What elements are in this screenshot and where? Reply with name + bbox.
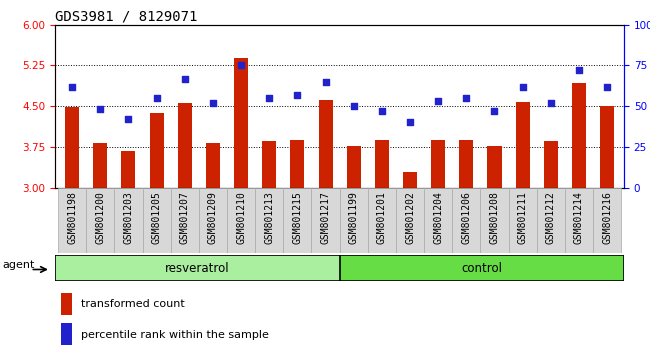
Point [602,84,612,90]
Bar [171,188,199,253]
Bar [403,172,417,188]
Text: GDS3981 / 8129071: GDS3981 / 8129071 [55,10,198,24]
Bar [150,113,164,188]
Point [67,84,77,90]
Point [574,68,584,73]
Bar [199,188,227,253]
Text: percentile rank within the sample: percentile rank within the sample [81,330,268,339]
Point [348,103,359,109]
Bar [65,107,79,188]
Point [433,98,443,104]
Point [179,76,190,81]
Text: transformed count: transformed count [81,299,185,309]
Point [320,79,331,85]
Bar [114,188,142,253]
Point [545,100,556,106]
Text: GSM801213: GSM801213 [265,191,274,244]
Bar [122,151,135,188]
Bar [234,58,248,188]
Text: GSM801214: GSM801214 [574,191,584,244]
Point [124,116,134,122]
Point [517,84,528,90]
Bar [368,188,396,253]
Bar [318,100,333,188]
Bar [452,188,480,253]
Text: GSM801208: GSM801208 [489,191,499,244]
Point [208,100,218,106]
Point [95,107,105,112]
Bar [480,188,508,253]
Text: GSM801199: GSM801199 [348,191,359,244]
Bar [61,293,72,315]
Text: GSM801216: GSM801216 [602,191,612,244]
Bar [227,188,255,253]
Bar [142,188,171,253]
Text: GSM801201: GSM801201 [377,191,387,244]
Bar [346,146,361,188]
Bar [291,140,304,188]
Bar [283,188,311,253]
Text: GSM801210: GSM801210 [236,191,246,244]
Bar [339,188,368,253]
Point [236,63,246,68]
Text: GSM801215: GSM801215 [292,191,302,244]
Bar [262,142,276,188]
Text: control: control [462,262,502,275]
Bar [600,106,614,188]
Text: GSM801217: GSM801217 [320,191,331,244]
Text: GSM801203: GSM801203 [124,191,133,244]
Text: GSM801198: GSM801198 [67,191,77,244]
Bar [508,188,537,253]
Bar [572,83,586,188]
Bar [544,141,558,188]
Point [151,95,162,101]
Bar [311,188,339,253]
Bar [424,188,452,253]
Text: GSM801207: GSM801207 [180,191,190,244]
Point [489,108,500,114]
Point [461,95,471,101]
Bar [396,188,424,253]
Bar [515,102,530,188]
Bar [339,255,624,281]
Bar [537,188,565,253]
Bar [86,188,114,253]
Text: GSM801206: GSM801206 [462,191,471,244]
Bar [565,188,593,253]
Point [405,120,415,125]
Bar [93,143,107,188]
Bar [61,323,72,346]
Bar [375,140,389,188]
Bar [206,143,220,188]
Bar [55,255,339,281]
Text: GSM801204: GSM801204 [433,191,443,244]
Text: resveratrol: resveratrol [165,262,229,275]
Text: GSM801211: GSM801211 [517,191,528,244]
Text: GSM801209: GSM801209 [208,191,218,244]
Bar [593,188,621,253]
Point [292,92,303,98]
Text: GSM801202: GSM801202 [405,191,415,244]
Bar [460,140,473,188]
Point [264,95,274,101]
Text: GSM801212: GSM801212 [546,191,556,244]
Text: GSM801200: GSM801200 [96,191,105,244]
Point [376,108,387,114]
Bar [488,146,502,188]
Text: GSM801205: GSM801205 [151,191,162,244]
Bar [58,188,86,253]
Bar [177,103,192,188]
Bar [255,188,283,253]
Text: agent: agent [3,261,35,270]
Bar [431,140,445,188]
